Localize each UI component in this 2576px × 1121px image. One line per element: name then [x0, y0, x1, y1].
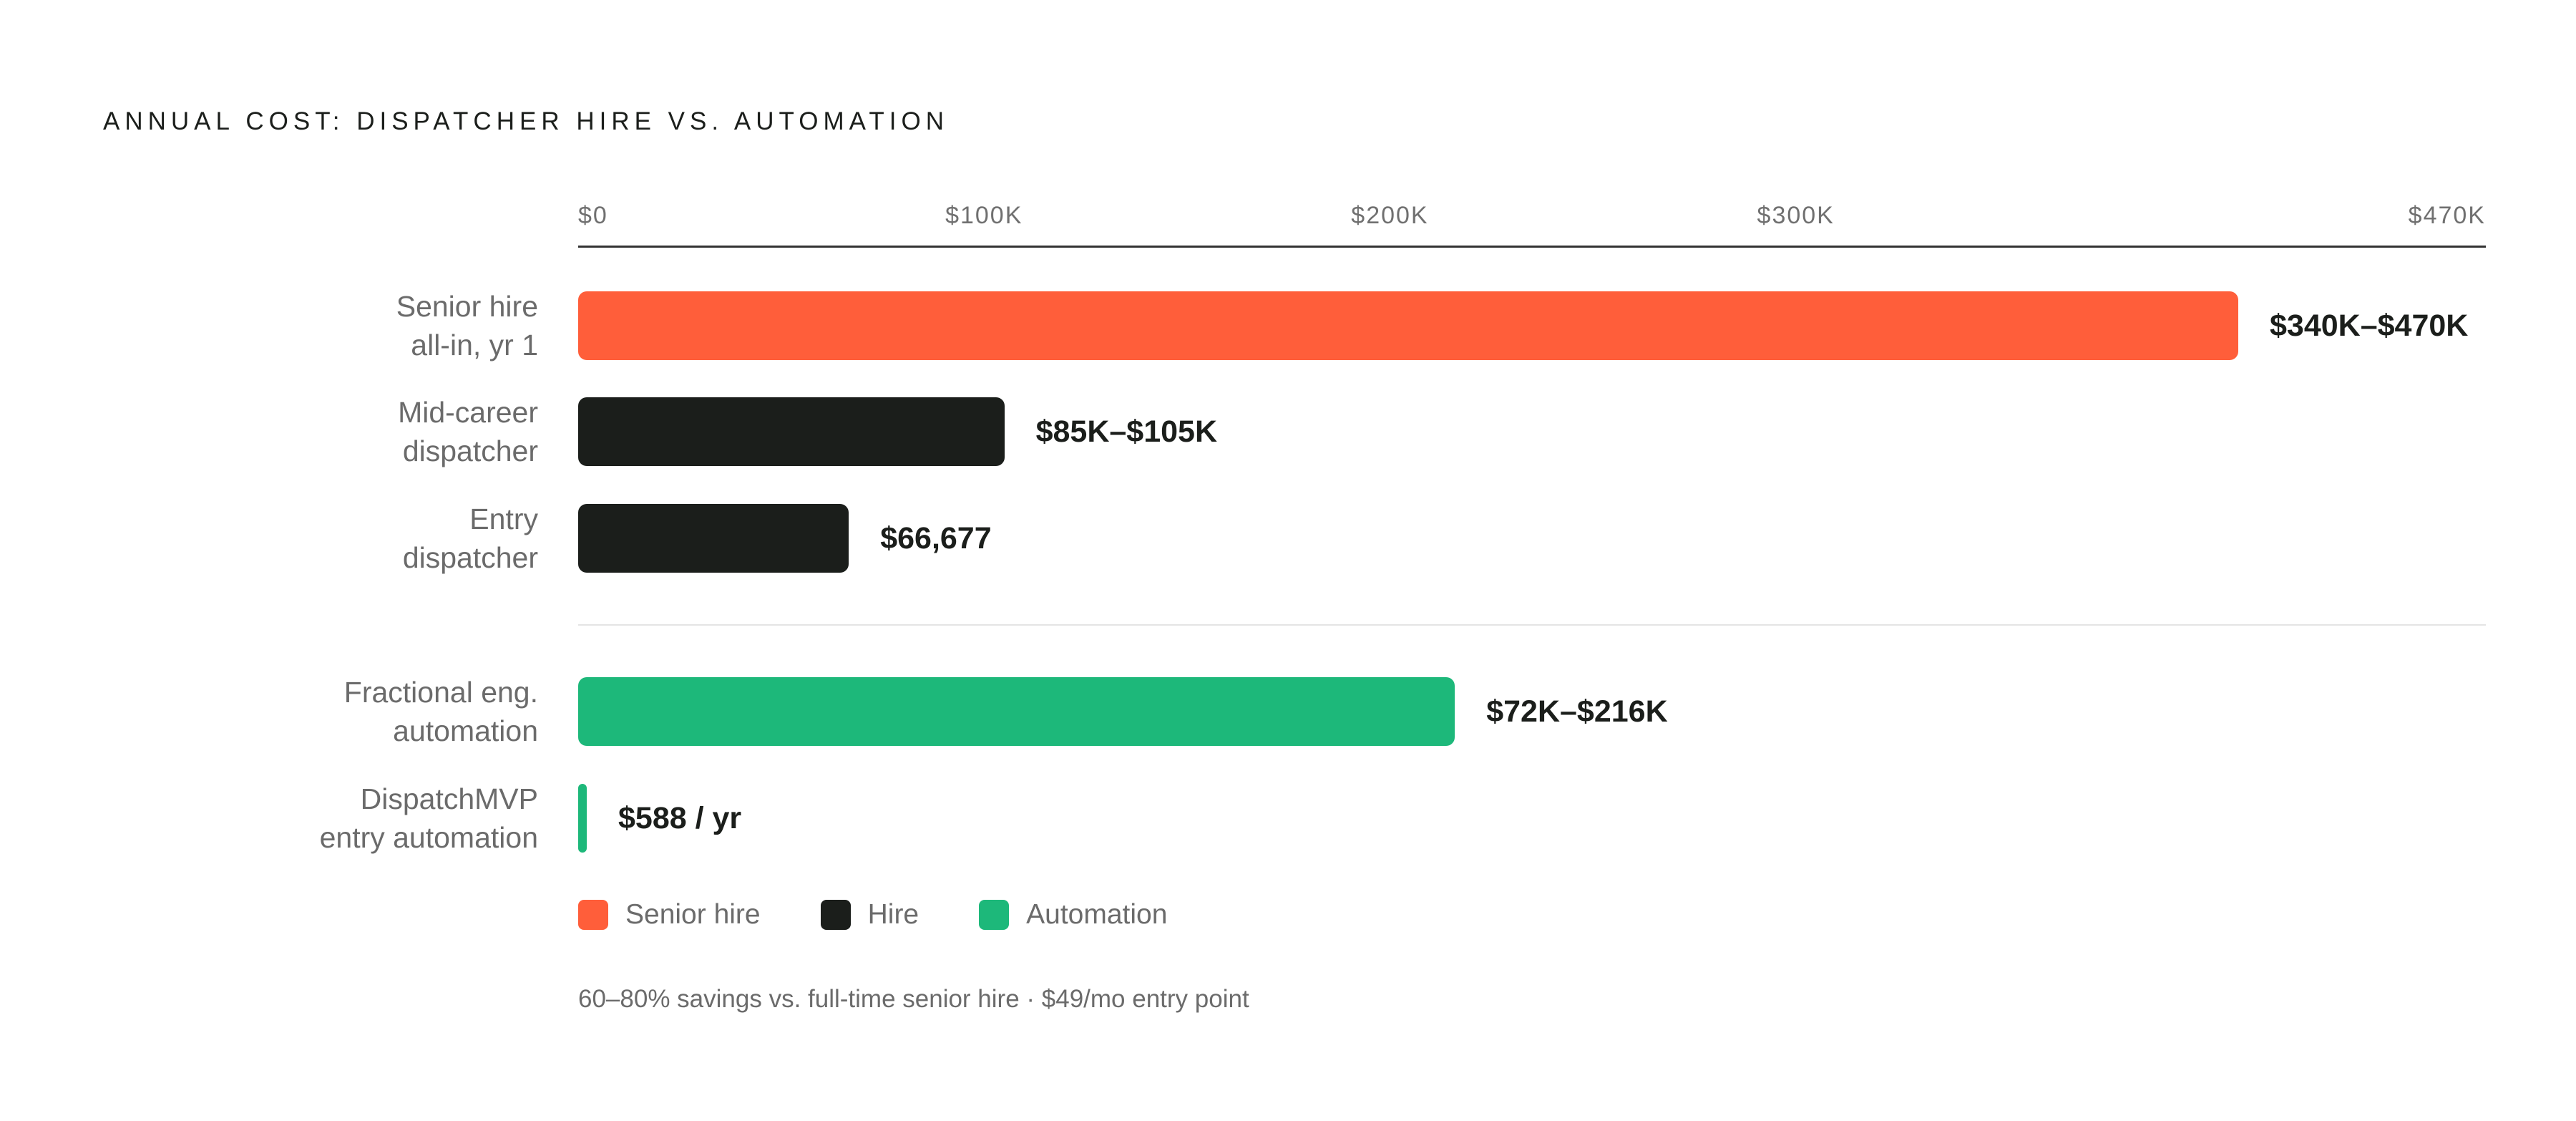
- row-label: Entry dispatcher: [109, 500, 538, 577]
- chart-title: ANNUAL COST: DISPATCHER HIRE VS. AUTOMAT…: [103, 107, 949, 135]
- row-label-line: dispatcher: [402, 541, 538, 574]
- footnote: 60–80% savings vs. full-time senior hire…: [578, 985, 1249, 1013]
- group-separator: [578, 624, 2486, 626]
- bar-hire: [578, 397, 1005, 466]
- legend-label: Hire: [867, 899, 919, 930]
- legend-item-automation: Automation: [979, 899, 1167, 931]
- x-tick-label: $200K: [1351, 202, 1429, 229]
- row-label-line: all-in, yr 1: [411, 329, 538, 361]
- x-tick-label: $300K: [1757, 202, 1835, 229]
- row-label: Fractional eng. automation: [109, 673, 538, 750]
- bar-automation: [578, 784, 587, 853]
- value-label: $340K–$470K: [2270, 309, 2469, 343]
- row-label-line: Entry: [469, 503, 538, 535]
- legend-swatch: [578, 900, 608, 930]
- legend-swatch: [820, 900, 851, 930]
- row-label-line: Fractional eng.: [343, 676, 538, 709]
- legend-swatch: [979, 900, 1010, 930]
- row-label-line: entry automation: [319, 821, 538, 854]
- row-label-line: Mid-career: [398, 396, 538, 429]
- legend-item-hire: Hire: [820, 899, 919, 931]
- row-label-line: automation: [393, 714, 538, 747]
- bar-hire: [578, 504, 849, 573]
- bar-senior: [578, 291, 2238, 360]
- bar-automation: [578, 677, 1455, 746]
- row-label: Mid-career dispatcher: [109, 393, 538, 470]
- value-label: $85K–$105K: [1035, 414, 1218, 449]
- row-label: DispatchMVP entry automation: [109, 780, 538, 857]
- row-label-line: dispatcher: [402, 435, 538, 467]
- value-label: $72K–$216K: [1486, 694, 1668, 729]
- row-label: Senior hire all-in, yr 1: [109, 287, 538, 364]
- row-label-line: DispatchMVP: [360, 782, 538, 815]
- x-tick-label: $0: [578, 202, 608, 229]
- x-tick-label: $470K: [2408, 202, 2486, 229]
- row-label-line: Senior hire: [396, 290, 538, 323]
- value-label: $588 / yr: [618, 801, 742, 835]
- legend: Senior hire Hire Automation: [578, 899, 1227, 931]
- value-label: $66,677: [880, 521, 992, 555]
- legend-label: Automation: [1026, 899, 1168, 930]
- x-axis-line: [578, 246, 2486, 248]
- x-tick-label: $100K: [945, 202, 1023, 229]
- legend-label: Senior hire: [625, 899, 761, 930]
- legend-item-senior: Senior hire: [578, 899, 761, 931]
